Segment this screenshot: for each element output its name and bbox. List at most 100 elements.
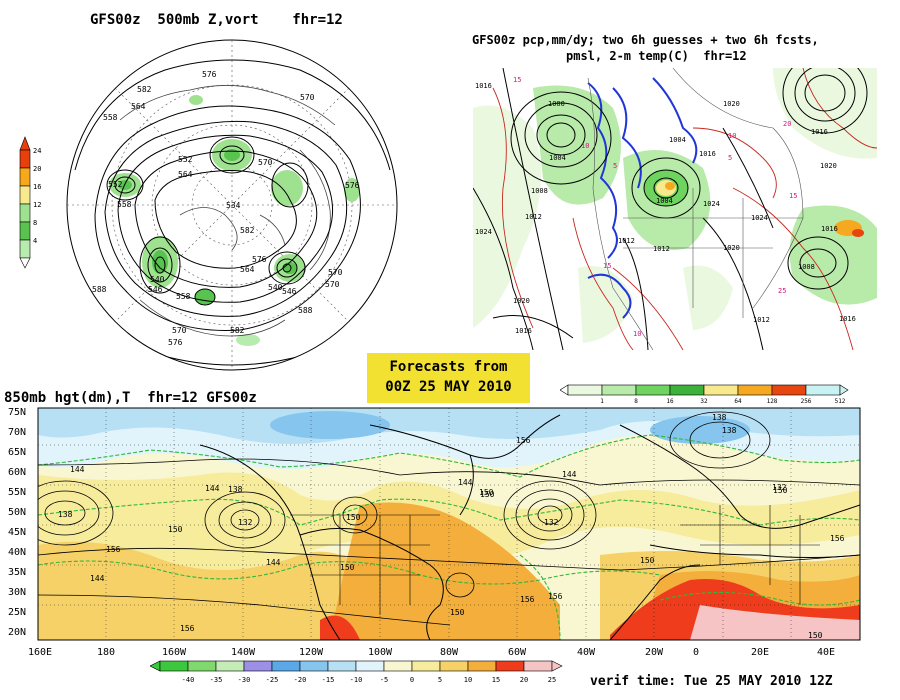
contour-label: 588: [298, 306, 313, 315]
colorbar-tick: -25: [266, 676, 279, 684]
height-label: 150: [808, 631, 823, 640]
height-label: 150: [480, 490, 495, 499]
height-label: 150: [340, 563, 355, 572]
height-label: 144: [562, 470, 577, 479]
colorbar-segment: [703, 384, 739, 396]
colorbar-tick: 24: [33, 147, 41, 155]
isobar-label: 1012: [618, 237, 635, 245]
temperature-contours: [492, 68, 877, 350]
height-label: 156: [520, 595, 535, 604]
colorbar-segment: [19, 203, 31, 223]
hgt850-title: 850mb hgt(dm),T fhr=12 GFS00z: [4, 390, 257, 406]
longitude-labels: 160E 180 160W 140W 120W 100W 80W 60W 40W…: [28, 647, 835, 658]
colorbar-segment: [159, 660, 189, 672]
colorbar-tick: 15: [492, 676, 500, 684]
colorbar-segment: [737, 384, 773, 396]
colorbar-tick: -15: [322, 676, 335, 684]
hgt850-panel: 144 138 150 156 144 138 132 144 150 150 …: [8, 407, 861, 658]
colorbar-tick: 8: [33, 219, 37, 227]
coastlines-850: [199, 414, 860, 640]
contour-label: 582: [137, 85, 152, 94]
isobar-label: 1016: [821, 225, 838, 233]
height-label: 132: [238, 518, 253, 527]
vort500-panel: 576 582 564 558 552 558 552 570 564 570 …: [19, 39, 398, 371]
contour-label: 564: [131, 102, 146, 111]
contour-label: 588: [92, 285, 107, 294]
precip-shading: [473, 68, 877, 343]
temperature-contours-850: [38, 434, 860, 640]
colorbar-tick: 20: [33, 165, 41, 173]
hgt850-colorbar: -40 -35 -30 -25 -20 -15 -10 -5 0 5 10 15…: [150, 660, 563, 684]
contour-label: 546: [148, 285, 163, 294]
freezing-contours: [587, 77, 698, 319]
isobar-label: 1016: [699, 150, 716, 158]
colorbar-segment: [383, 660, 413, 672]
isobar-label: 1012: [525, 213, 542, 221]
isobar-label: 1004: [656, 197, 673, 205]
contour-label: 540: [150, 275, 165, 284]
lon-label: 0: [693, 647, 699, 658]
colorbar-segment: [523, 660, 553, 672]
height-label: 144: [266, 558, 281, 567]
lon-label: 60W: [508, 647, 527, 658]
lat-label: 30N: [8, 587, 26, 598]
lat-label: 25N: [8, 607, 26, 618]
contour-label: 534: [226, 201, 241, 210]
lon-label: 160W: [162, 647, 187, 658]
temp-label: 25: [778, 287, 786, 295]
vort500-contour-labels: 576 582 564 558 552 558 552 570 564 570 …: [92, 70, 360, 347]
contour-label: 582: [240, 226, 255, 235]
temp-label: 15: [513, 76, 521, 84]
borders-850: [290, 505, 820, 615]
height-label: 138: [722, 426, 737, 435]
lat-label: 75N: [8, 407, 26, 418]
colorbar-tick: 128: [767, 398, 778, 405]
colorbar-segment: [635, 384, 671, 396]
polar-coastlines: [119, 85, 336, 337]
contour-label: 576: [345, 181, 360, 190]
colorbar-arrow-bottom: [19, 257, 31, 269]
isobar-label: 1004: [549, 154, 566, 162]
colorbar-tick: -30: [238, 676, 251, 684]
height-label: 150: [640, 556, 655, 565]
contour-label: 564: [240, 265, 255, 274]
colorbar-tick: -10: [350, 676, 363, 684]
isobar-label: 1008: [798, 263, 815, 271]
lon-label: 180: [97, 647, 115, 658]
colorbar-tick: 64: [734, 398, 742, 405]
isobar-label: 1008: [531, 187, 548, 195]
colorbar-tick: 20: [520, 676, 528, 684]
latitude-labels: 75N 70N 65N 60N 55N 50N 45N 40N 35N 30N …: [8, 407, 26, 638]
colorbar-segment: [187, 660, 217, 672]
height-label: 150: [346, 513, 361, 522]
colorbar-tick: 12: [33, 201, 41, 209]
temp-label: 5: [613, 162, 617, 170]
colorbar-segment: [19, 185, 31, 205]
contour-label: 570: [258, 158, 273, 167]
colorbar-tick: -20: [294, 676, 307, 684]
colorbar-segment: [411, 660, 441, 672]
height-contours-850: [38, 411, 860, 626]
height-label: 156: [516, 436, 531, 445]
contour-label: 582: [230, 326, 245, 335]
forecast-init-line2: 00Z 25 MAY 2010: [385, 379, 512, 395]
isobar-label: 1020: [723, 244, 740, 252]
lon-label: 160E: [28, 647, 52, 658]
contour-label: 540: [268, 283, 283, 292]
lat-label: 65N: [8, 447, 26, 458]
colorbar-segment: [669, 384, 705, 396]
colorbar-tick: 10: [464, 676, 472, 684]
isobar-label: 1004: [669, 136, 686, 144]
lat-label: 35N: [8, 567, 26, 578]
height-label: 156: [548, 592, 563, 601]
temperature-labels: 15 10 5 15 10 5 25 20 15 10: [513, 76, 797, 338]
height-label: 144: [70, 465, 85, 474]
isobar-label: 1012: [653, 245, 670, 253]
colorbar-tick: -40: [182, 676, 195, 684]
contour-label: 546: [282, 287, 297, 296]
height-label: 156: [106, 545, 121, 554]
isobar-label: 1016: [475, 82, 492, 90]
isobars: [473, 68, 868, 350]
lon-label: 20E: [751, 647, 769, 658]
lon-label: 40E: [817, 647, 835, 658]
